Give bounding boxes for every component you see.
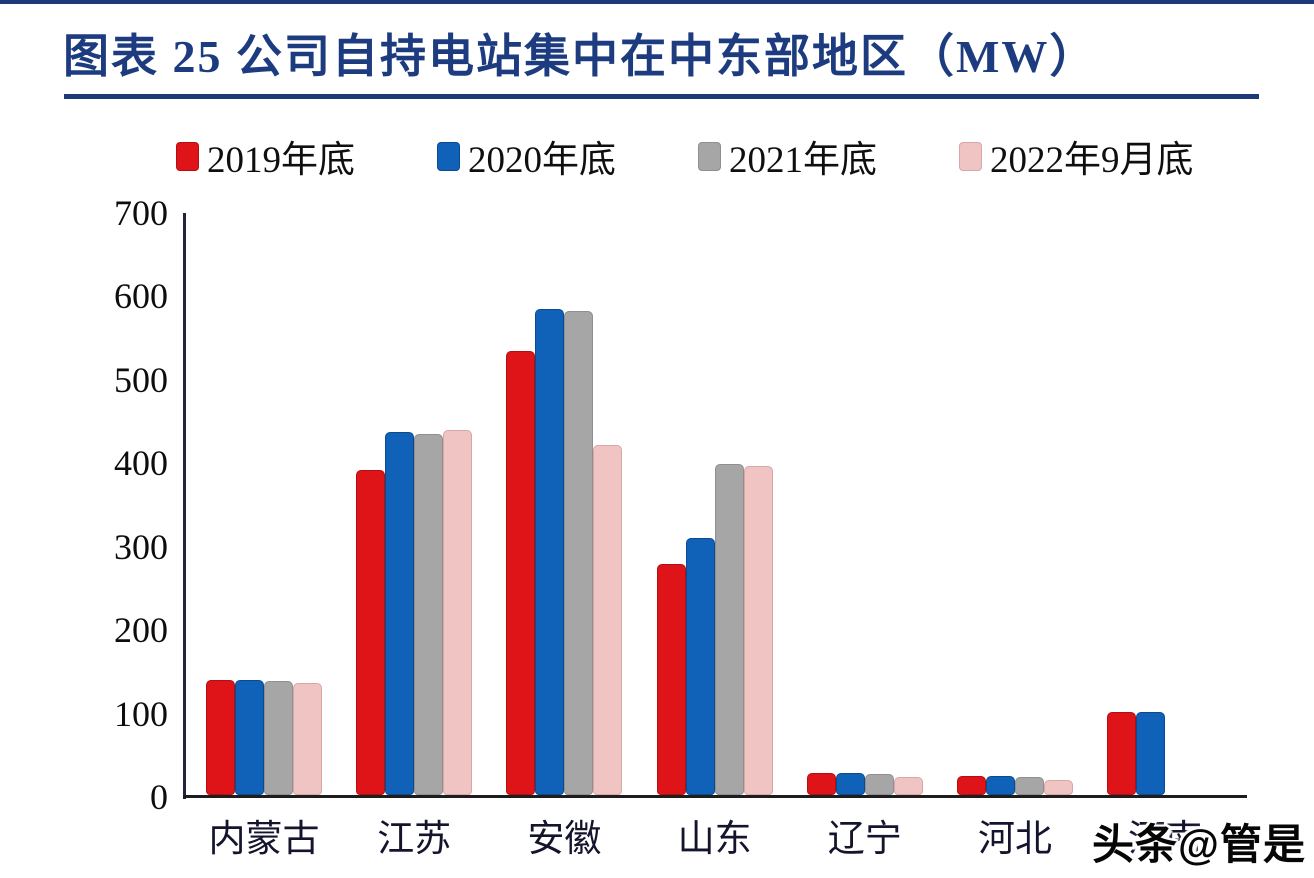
bar bbox=[986, 776, 1015, 795]
y-axis-tick-label: 500 bbox=[114, 359, 168, 400]
legend-label: 2021年底 bbox=[729, 140, 877, 181]
bar bbox=[714, 464, 744, 795]
bar bbox=[743, 466, 773, 795]
bar bbox=[1136, 712, 1166, 795]
legend-item: 2021年底 bbox=[698, 129, 877, 183]
bar-group bbox=[1107, 712, 1223, 795]
bar bbox=[893, 777, 923, 795]
bar bbox=[356, 470, 386, 795]
bar-group bbox=[506, 309, 623, 795]
x-axis-line bbox=[183, 795, 1247, 798]
bar-group bbox=[206, 680, 322, 795]
x-axis-category-label: 江苏 bbox=[377, 819, 452, 860]
x-axis-category-label: 内蒙古 bbox=[208, 819, 320, 860]
chart-legend: 2019年底 2020年底 2021年底 2022年9月底 bbox=[176, 129, 1194, 183]
y-axis-tick-label: 0 bbox=[150, 777, 168, 817]
bar bbox=[414, 434, 444, 795]
legend-swatch-icon bbox=[698, 141, 721, 171]
bar bbox=[593, 445, 623, 795]
bar bbox=[385, 432, 415, 795]
figure-title: 图表 25 公司自持电站集中在中东部地区（MW） bbox=[63, 31, 1098, 82]
bar-group bbox=[957, 776, 1073, 795]
x-axis-category-label: 辽宁 bbox=[827, 819, 902, 860]
y-axis-tick-label: 100 bbox=[114, 693, 168, 734]
bar bbox=[685, 538, 715, 795]
bar bbox=[806, 773, 836, 795]
legend-swatch-icon bbox=[176, 141, 199, 171]
legend-label: 2022年9月底 bbox=[990, 140, 1194, 181]
bar-group bbox=[356, 430, 473, 795]
x-axis-category-label: 河南 bbox=[1128, 819, 1203, 860]
bar bbox=[564, 311, 594, 795]
legend-item: 2022年9月底 bbox=[959, 129, 1194, 183]
bar bbox=[264, 681, 293, 795]
x-axis-category-label: 河北 bbox=[978, 819, 1052, 860]
watermark: 头条@管是 bbox=[1092, 821, 1306, 868]
legend-item: 2019年底 bbox=[176, 129, 355, 183]
bar bbox=[206, 680, 235, 795]
legend-swatch-icon bbox=[959, 141, 982, 171]
y-axis-tick-label: 700 bbox=[114, 193, 168, 233]
bar bbox=[235, 680, 264, 795]
title-underline bbox=[64, 94, 1259, 99]
legend-item: 2020年底 bbox=[437, 129, 616, 183]
bar bbox=[443, 430, 473, 795]
y-axis-line bbox=[183, 213, 186, 799]
bar bbox=[835, 773, 865, 795]
bar bbox=[864, 774, 894, 795]
y-axis-tick-label: 600 bbox=[114, 276, 168, 317]
bar bbox=[656, 564, 686, 795]
x-axis-category-label: 山东 bbox=[677, 819, 752, 860]
legend-label: 2020年底 bbox=[468, 140, 616, 181]
y-axis-tick-label: 400 bbox=[114, 443, 168, 484]
bar bbox=[293, 683, 322, 795]
bar-group bbox=[656, 464, 773, 795]
bar-chart-plot-area: 0 100 200 300 400 500 600 700 bbox=[114, 194, 1247, 816]
bar bbox=[1107, 712, 1137, 795]
y-axis-tick-label: 300 bbox=[114, 526, 168, 567]
y-axis-tick-label: 200 bbox=[114, 610, 168, 651]
bar bbox=[1044, 780, 1073, 795]
bar bbox=[957, 776, 986, 795]
bar bbox=[1015, 777, 1044, 795]
legend-label: 2019年底 bbox=[207, 140, 355, 181]
top-accent-bar bbox=[0, 0, 1314, 4]
x-axis-category-label: 安徽 bbox=[527, 819, 602, 860]
bar bbox=[535, 309, 565, 795]
legend-swatch-icon bbox=[437, 141, 460, 171]
bar-group bbox=[806, 773, 923, 795]
bar bbox=[506, 351, 536, 795]
